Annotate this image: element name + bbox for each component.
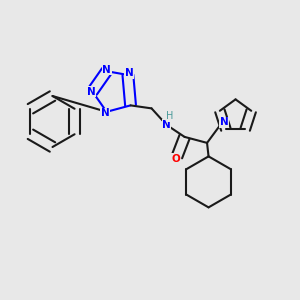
Text: N: N	[162, 120, 171, 130]
Text: H: H	[167, 112, 174, 122]
Text: N: N	[220, 117, 229, 128]
Text: N: N	[101, 108, 110, 118]
Text: N: N	[125, 68, 134, 79]
Text: O: O	[171, 154, 180, 164]
Text: N: N	[86, 86, 95, 97]
Text: N: N	[102, 65, 111, 75]
